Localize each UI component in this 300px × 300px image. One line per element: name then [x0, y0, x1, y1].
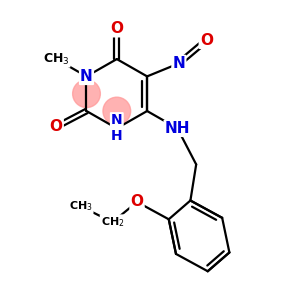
Text: O: O [110, 21, 123, 36]
Circle shape [73, 80, 100, 108]
Text: N: N [172, 56, 185, 71]
Text: NH: NH [165, 121, 190, 136]
Text: O: O [200, 33, 213, 48]
Text: N
H: N H [111, 113, 123, 143]
Text: O: O [50, 119, 63, 134]
Text: O: O [130, 194, 143, 209]
Text: N: N [80, 69, 93, 84]
Text: CH$_3$: CH$_3$ [43, 52, 70, 67]
Text: CH$_2$: CH$_2$ [100, 215, 124, 229]
Circle shape [103, 97, 131, 125]
Text: CH$_3$: CH$_3$ [69, 200, 93, 213]
